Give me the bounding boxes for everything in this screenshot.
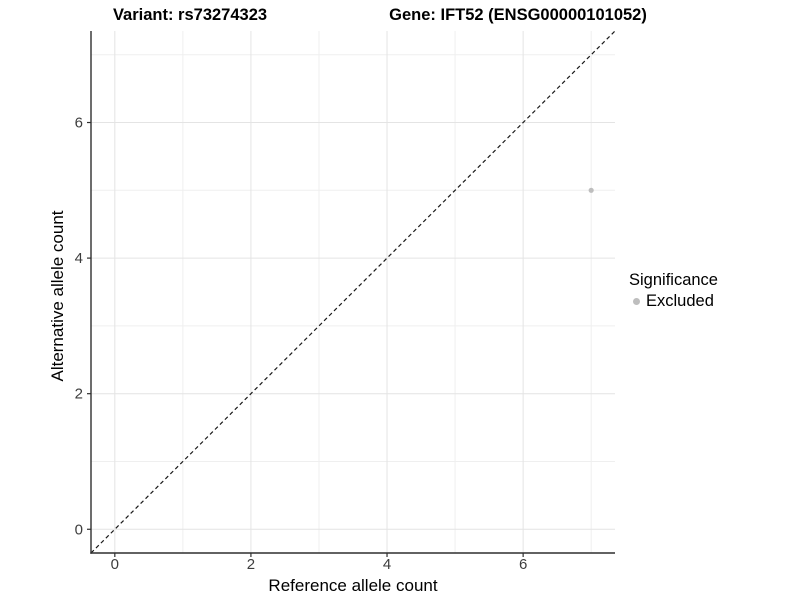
y-tick-label: 0 bbox=[75, 521, 83, 538]
identity-reference-line bbox=[90, 30, 616, 554]
y-tick-label: 4 bbox=[75, 250, 83, 267]
x-tick-label: 2 bbox=[247, 556, 255, 573]
legend-title: Significance bbox=[629, 271, 718, 289]
y-tick-label: 6 bbox=[75, 115, 83, 132]
plot-title-gene: Gene: IFT52 (ENSG00000101052) bbox=[389, 6, 647, 24]
legend-item-excluded: Excluded bbox=[629, 292, 718, 311]
y-axis-title: Alternative allele count bbox=[48, 210, 67, 382]
y-tick-label: 2 bbox=[75, 386, 83, 403]
data-point bbox=[588, 187, 594, 193]
x-tick-label: 0 bbox=[111, 556, 119, 573]
x-tick-label: 6 bbox=[519, 556, 527, 573]
x-axis-title: Reference allele count bbox=[268, 576, 438, 595]
x-tick-label: 4 bbox=[383, 556, 391, 573]
legend-item-label: Excluded bbox=[646, 292, 714, 310]
legend: Significance Excluded bbox=[629, 271, 718, 311]
legend-key-dot-icon bbox=[633, 298, 640, 305]
plot-title-variant: Variant: rs73274323 bbox=[112, 6, 268, 24]
